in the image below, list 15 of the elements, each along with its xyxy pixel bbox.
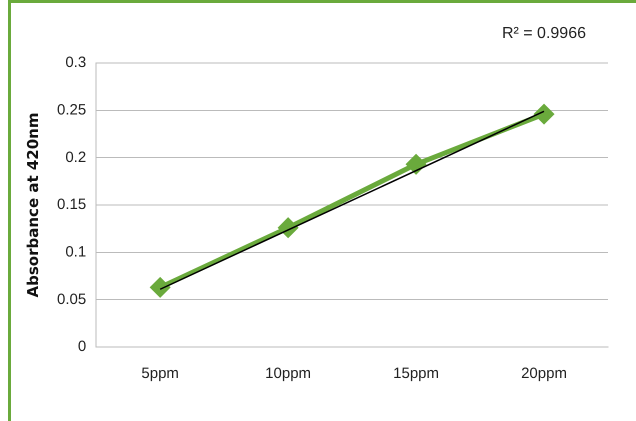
x-tick-label: 5ppm bbox=[141, 365, 179, 382]
y-tick-label: 0.2 bbox=[65, 148, 86, 166]
y-tick-label: 0.25 bbox=[56, 101, 86, 118]
y-tick-label: 0.3 bbox=[65, 54, 86, 72]
text: R² = 0.9966 bbox=[502, 25, 586, 43]
x-tick-label: 15ppm bbox=[393, 365, 440, 382]
y-tick-label: 0 bbox=[78, 338, 86, 356]
point bbox=[406, 154, 426, 174]
y-tick-label: 0.15 bbox=[56, 196, 86, 214]
y-tick-label: 0.1 bbox=[65, 243, 86, 260]
y-axis-title: Absorbance at 420nm bbox=[24, 112, 42, 298]
x-tick-label: 20ppm bbox=[521, 365, 567, 382]
point bbox=[150, 278, 170, 297]
y-tick-label: 0.05 bbox=[56, 290, 86, 308]
x-tick-label: 10ppm bbox=[265, 365, 312, 382]
